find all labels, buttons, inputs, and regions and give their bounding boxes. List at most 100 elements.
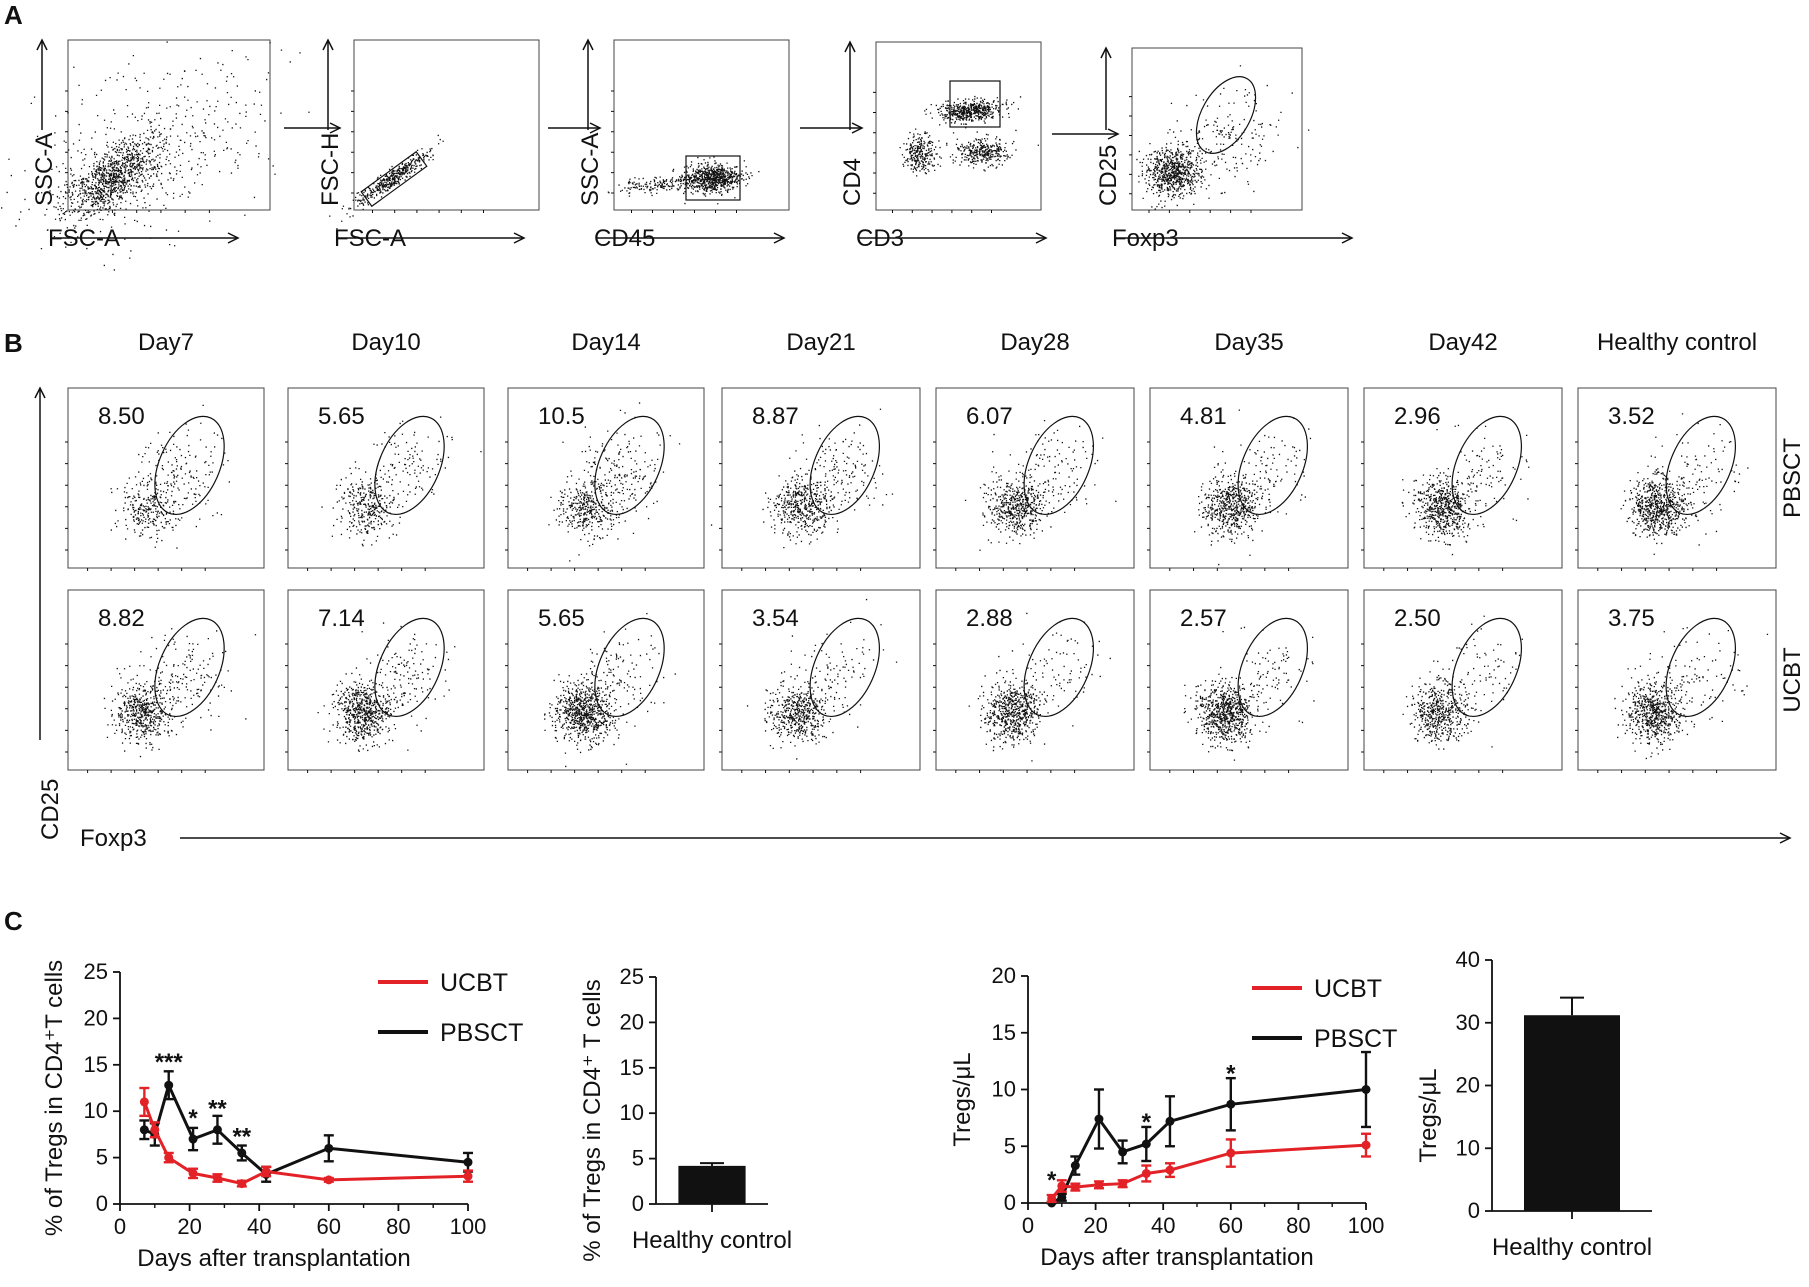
gating-x-arrow-5-head — [1341, 232, 1354, 244]
chart1-xtick-label: 0 — [114, 1214, 126, 1239]
flow-treg-percentage: 2.96 — [1394, 403, 1441, 430]
flow-treg-gate — [809, 415, 880, 516]
chart3-xtick-label: 80 — [1286, 1213, 1310, 1238]
flow-column-header-2: Day10 — [351, 329, 420, 356]
chart2-ylabel: % of Tregs in CD4⁺ T cells — [579, 979, 606, 1262]
chart2-category-label: Healthy control — [632, 1227, 792, 1254]
chart1-series-pbsct-point — [188, 1134, 198, 1144]
flow-cd25neg-cloud — [762, 473, 839, 549]
gating-plot-frame-2 — [353, 39, 540, 211]
chart4-bar-healthy-control — [1524, 1015, 1620, 1211]
flow-cd25neg-cloud — [317, 672, 413, 752]
chart3-series-ucbt-line — [1050, 1143, 1367, 1200]
flow-plot-ticks — [1575, 643, 1718, 773]
chart3-ytick-label: 15 — [992, 1020, 1016, 1045]
chart1-xtick-label: 80 — [386, 1214, 410, 1239]
chart1-series-ucbt-point — [212, 1173, 222, 1183]
flow-treg-percentage: 8.82 — [98, 605, 145, 632]
chart2-ytick-label: 15 — [620, 1055, 644, 1080]
flow-treg-percentage: 5.65 — [538, 605, 585, 632]
flow-plot-frame — [1577, 589, 1777, 771]
gating-plot-ticks-5 — [1129, 96, 1252, 213]
chart3-significance: * — [1226, 1060, 1236, 1087]
gating-x-arrow-2-head — [513, 232, 526, 244]
flow-row-label-ucbt: UCBT — [1779, 647, 1806, 713]
chart4-ytick-label: 20 — [1456, 1073, 1480, 1098]
flow-plot-frame — [935, 387, 1135, 569]
gating-ylabel-3: SSC-A — [577, 133, 604, 206]
chart3-xtick-label: 40 — [1151, 1213, 1175, 1238]
flow-plot-frame — [1149, 589, 1349, 771]
gating-4-neg-cloud — [899, 128, 942, 177]
flow-plot-frame — [721, 387, 921, 569]
chart1-series-pbsct-point — [139, 1125, 149, 1135]
chart3-ytick-label: 5 — [1004, 1133, 1016, 1158]
flow-plot-frame — [507, 589, 705, 771]
gating-plot-frame-4 — [875, 41, 1042, 211]
flow-plot-ticks — [933, 643, 1076, 773]
gating-ylabel-2: FSC-H — [317, 133, 344, 206]
flow-cd25neg-cloud — [964, 465, 1054, 551]
flow-column-header-1: Day7 — [138, 329, 194, 356]
chart1-series-ucbt-point — [150, 1125, 160, 1135]
flow-plot-frame — [721, 589, 921, 771]
chart1-series-ucbt-point — [463, 1171, 473, 1181]
gating-ylabel-5: CD25 — [1095, 145, 1122, 206]
flow-cd25neg-cloud — [1194, 462, 1270, 566]
chart1-xtick-label: 20 — [177, 1214, 201, 1239]
gating-5-neg-cloud — [1136, 131, 1208, 210]
flow-treg-gate — [1665, 617, 1736, 718]
gating-xlabel-1: FSC-A — [48, 225, 120, 252]
gating-plot-frame-5 — [1131, 47, 1303, 211]
chart2-ytick-label: 0 — [632, 1191, 644, 1216]
gating-plot-frame-1 — [67, 39, 271, 211]
chart1-legend-label-ucbt: UCBT — [440, 969, 508, 997]
flow-column-header-5: Day28 — [1000, 329, 1069, 356]
flow-cytometry-grid: Day7 Day10 Day14 Day21 Day28 Day35 Day42 Health… — [34, 329, 1806, 852]
chart3-xlabel: Days after transplantation — [1040, 1244, 1313, 1271]
flow-cd25neg-cloud — [321, 467, 401, 547]
chart3-legend-label-ucbt: UCBT — [1314, 975, 1382, 1003]
flow-treg-cloud — [339, 622, 456, 751]
flow-cd25neg-cloud — [1614, 665, 1695, 760]
flow-treg-percentage: 3.52 — [1608, 403, 1655, 430]
gating-y-arrow-1-head — [36, 38, 48, 51]
chart4-ytick-label: 30 — [1456, 1010, 1480, 1035]
flow-treg-percentage: 4.81 — [1180, 403, 1227, 430]
flow-treg-cloud — [116, 628, 257, 735]
panel-letter-a: A — [4, 0, 23, 30]
gating-x-arrow-3-head — [773, 232, 786, 244]
chart1-ylabel: % of Tregs in CD4⁺T cells — [41, 960, 68, 1236]
flow-treg-percentage: 8.50 — [98, 403, 145, 430]
flow-plot-ticks — [1361, 441, 1504, 571]
flow-cd25neg-cloud — [110, 475, 196, 549]
flow-plot-frame — [1577, 387, 1777, 569]
flow-plot-frame — [935, 589, 1135, 771]
chart1-ytick-label: 25 — [84, 959, 108, 984]
flow-treg-gate — [1451, 617, 1522, 718]
chart3-ytick-label: 0 — [1004, 1190, 1016, 1215]
chart4-ytick-label: 40 — [1456, 947, 1480, 972]
gating-flow-arrow-1-head — [329, 122, 342, 134]
chart3-series-pbsct-point — [1094, 1114, 1104, 1124]
chart1-series-pbsct-point — [164, 1080, 174, 1090]
gating-4-cd3-cloud — [946, 129, 1039, 172]
flow-plot-ticks — [1361, 643, 1504, 773]
flow-treg-gate — [1237, 415, 1308, 516]
flow-cd25neg-cloud — [544, 668, 628, 768]
flow-row-label-pbsct: PBSCT — [1779, 438, 1806, 518]
chart1-series-ucbt-point — [261, 1167, 271, 1177]
chart1-ytick-label: 5 — [96, 1145, 108, 1170]
chart3-series-ucbt-point — [1141, 1168, 1151, 1178]
chart1-series-ucbt-point — [139, 1097, 149, 1107]
flow-cd25neg-cloud — [968, 668, 1052, 771]
chart3-significance: * — [1047, 1167, 1057, 1194]
flow-treg-percentage: 3.75 — [1608, 605, 1655, 632]
flow-plot-frame — [67, 589, 265, 771]
flow-cd25neg-cloud — [1183, 660, 1280, 761]
chart1-ytick-label: 10 — [84, 1098, 108, 1123]
chart3-series-ucbt-point — [1226, 1148, 1236, 1158]
chart3-series-ucbt-point — [1047, 1193, 1057, 1203]
